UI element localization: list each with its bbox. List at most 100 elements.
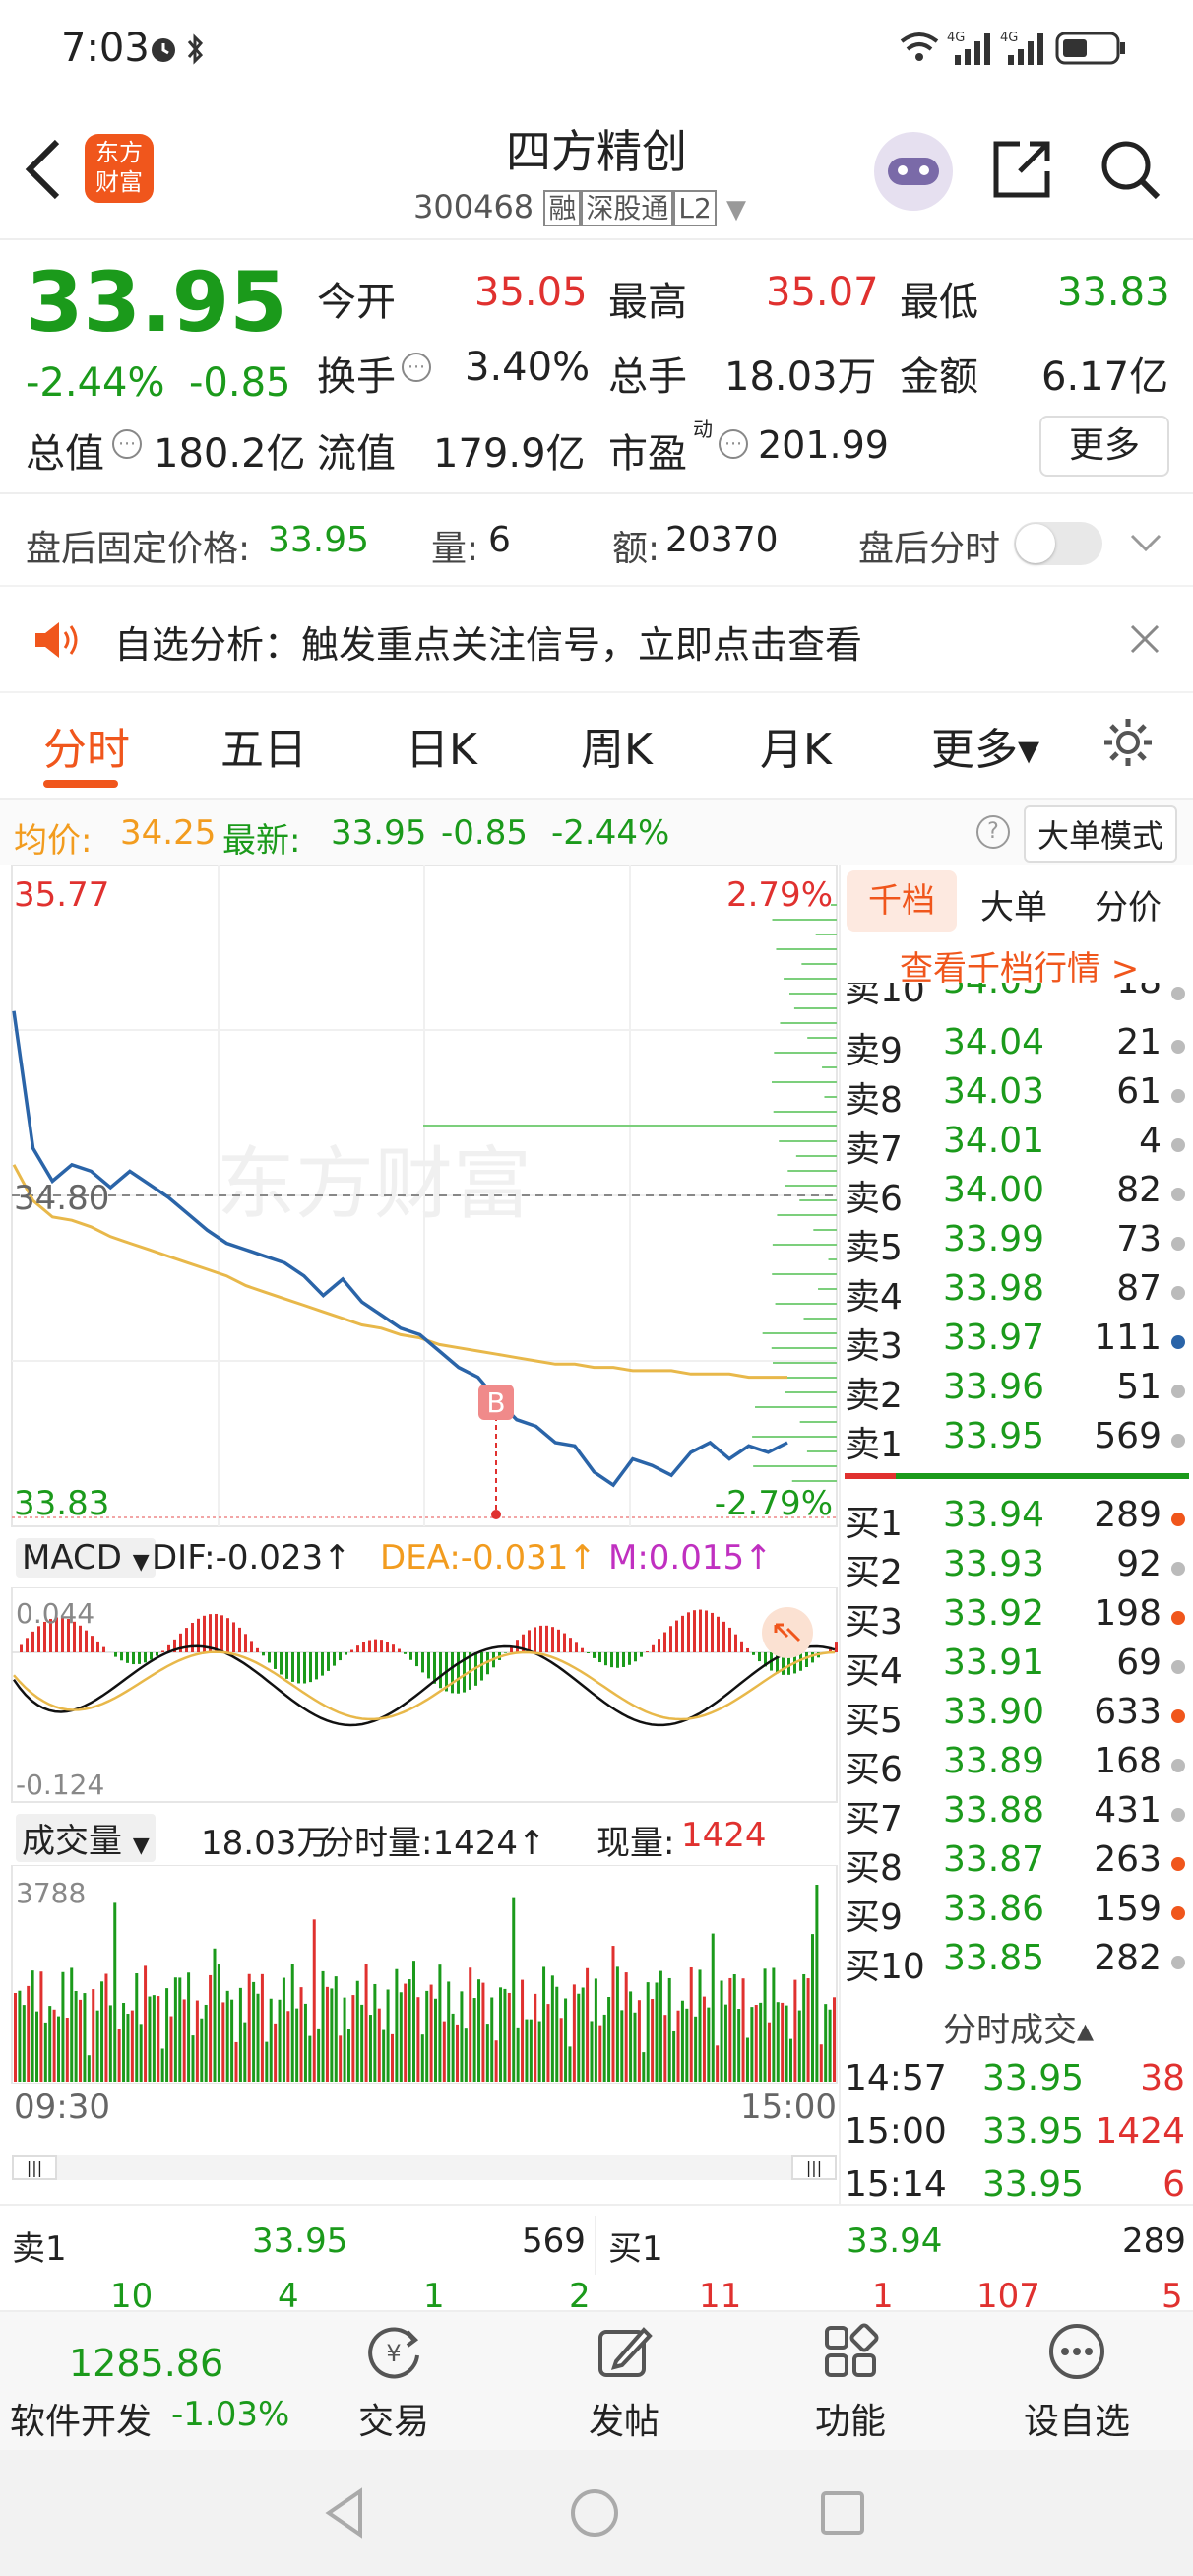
sell-row[interactable]: 卖3 33.97 111 [845,1318,1189,1367]
sell-row[interactable]: 卖7 34.01 4 [845,1121,1189,1170]
volume-bar [680,2000,684,2082]
close-icon[interactable] [1128,622,1162,656]
sell-row[interactable]: 卖4 33.98 87 [845,1268,1189,1318]
macd-bar [209,1614,212,1652]
tab-month-k[interactable]: 月K [760,725,832,775]
status-dot-icon [1171,1434,1185,1448]
share-icon[interactable] [990,138,1053,201]
volume-bar [178,1977,182,2082]
back-icon[interactable] [22,138,65,201]
trades-title[interactable]: 分时成交▴ [943,2011,1095,2050]
scroll-handle-right[interactable]: ||| [791,2155,837,2180]
index-name[interactable]: 软件开发 [10,2402,153,2442]
tab-timeshare[interactable]: 分时 [43,725,130,775]
nav-functions[interactable]: 功能 [814,2402,886,2442]
buy-row[interactable]: 买7 33.88 431 [845,1790,1189,1839]
macd-bar [345,1652,347,1655]
index-pct[interactable]: -1.03% [171,2395,290,2434]
buy-row[interactable]: 买6 33.89 168 [845,1741,1189,1790]
sell-row[interactable]: 卖9 34.04 21 [845,1022,1189,1071]
tab-indicator [43,780,118,788]
system-home-icon[interactable] [567,2485,622,2541]
bigorder-mode-button[interactable]: 大单模式 [1024,805,1178,863]
depth-bar [795,1155,837,1157]
status-dot-icon [1171,1335,1185,1349]
system-recents-icon[interactable] [817,2487,868,2539]
sell-volume: 111 [1094,1318,1162,1358]
buy-row[interactable]: 买3 33.92 198 [845,1593,1189,1642]
view-levels-link[interactable]: 查看千档行情 > [900,949,1140,989]
buy-row[interactable]: 买5 33.90 633 [845,1692,1189,1741]
volume-bar [95,2010,99,2082]
volume-bar [256,1993,260,2082]
macd-bar [31,1631,34,1652]
volume-bar [716,2045,720,2082]
sell-row[interactable]: 卖2 33.96 51 [845,1367,1189,1416]
buy-row[interactable]: 买2 33.93 92 [845,1544,1189,1593]
buy-level-label: 买7 [845,1799,903,1839]
post-icon[interactable] [595,2322,654,2381]
settings-gear-icon[interactable] [1100,715,1156,770]
buy-row[interactable]: 买8 33.87 263 [845,1839,1189,1889]
macd-selector[interactable]: MACD ▼ [16,1538,156,1578]
tab-day-k[interactable]: 日K [406,725,477,775]
apps-icon[interactable] [821,2322,880,2381]
float-value: 179.9亿 [433,431,586,477]
search-icon[interactable] [1099,138,1162,201]
intraday-chart[interactable]: 东方财富 B 35.77 2.79% 34.80 33.83 -2.79% [0,865,841,1534]
assistant-avatar-icon[interactable] [874,132,953,211]
buy-row[interactable]: 买9 33.86 159 [845,1889,1189,1938]
volume-bar [113,1902,117,2082]
chevron-down-icon[interactable] [1128,530,1163,557]
tab-five-day[interactable]: 五日 [220,725,307,775]
macd-chart[interactable]: 0.044 -0.124 [0,1587,841,1808]
info-icon[interactable]: ⋯ [112,429,142,459]
time-scrollbar[interactable]: ||| ||| [12,2155,837,2180]
depth-bar [775,1303,837,1305]
trade-row: 15:14 33.95 6 [845,2164,1189,2214]
buy-row[interactable]: 买1 33.94 289 [845,1495,1189,1544]
trade-icon[interactable]: ¥ [364,2322,423,2381]
sell-row[interactable]: 卖8 34.03 61 [845,1071,1189,1121]
volume-chart[interactable]: 3788 [0,1865,841,2084]
nav-post[interactable]: 发帖 [588,2402,659,2442]
tab-more[interactable]: 更多▾ [931,725,1040,775]
index-value[interactable]: 1285.86 [69,2342,224,2385]
tab-price-split[interactable]: 分价 [1095,888,1162,928]
float-label: 流值 [317,431,396,477]
sell-row[interactable]: 卖10 34.05 18 [845,983,1189,1010]
buy-level-label: 买6 [845,1750,903,1790]
sell-row[interactable]: 卖1 33.95 569 [845,1416,1189,1465]
buy-marker[interactable]: B [478,1385,514,1519]
tab-big-orders[interactable]: 大单 [980,888,1047,928]
expand-icon[interactable] [762,1607,813,1658]
buy-row[interactable]: 买10 33.85 282 [845,1938,1189,1987]
afterhours-toggle[interactable] [1014,522,1102,565]
dropdown-icon[interactable]: ▼ [725,195,746,225]
more-button[interactable]: 更多 [1039,416,1169,477]
dif-line [12,1644,836,1727]
info-icon[interactable]: ⋯ [719,429,748,459]
buy-row[interactable]: 买4 33.91 69 [845,1642,1189,1692]
bottom-partial-row: 10 4 1 2 11 1 107 5 [0,2275,1193,2310]
volume-bar [108,2005,112,2082]
volume-bar [238,1987,242,2082]
tab-thousand-levels[interactable]: 千档 [847,870,957,932]
scroll-handle-left[interactable]: ||| [12,2155,57,2180]
nav-add-watchlist[interactable]: 设自选 [1023,2402,1130,2442]
more-icon[interactable] [1047,2322,1106,2381]
tab-week-k[interactable]: 周K [581,725,653,775]
volume-selector[interactable]: 成交量 ▼ [16,1814,156,1862]
info-icon[interactable]: ⋯ [402,353,431,382]
depth-bar [753,1465,837,1467]
help-icon[interactable]: ? [976,815,1010,849]
svg-text:4G: 4G [947,31,965,45]
nav-trade[interactable]: 交易 [357,2402,429,2442]
volume-bar [282,1977,285,2082]
system-back-icon[interactable] [321,2485,368,2541]
notice-bar[interactable]: 自选分析：触发重点关注信号，立即点击查看 [0,585,1193,693]
sell-row[interactable]: 卖5 33.99 73 [845,1219,1189,1268]
sell-row[interactable]: 卖6 34.00 82 [845,1170,1189,1219]
volume-bar [529,2019,533,2082]
afterhours-timeshare-label: 盘后分时 [858,529,1001,569]
